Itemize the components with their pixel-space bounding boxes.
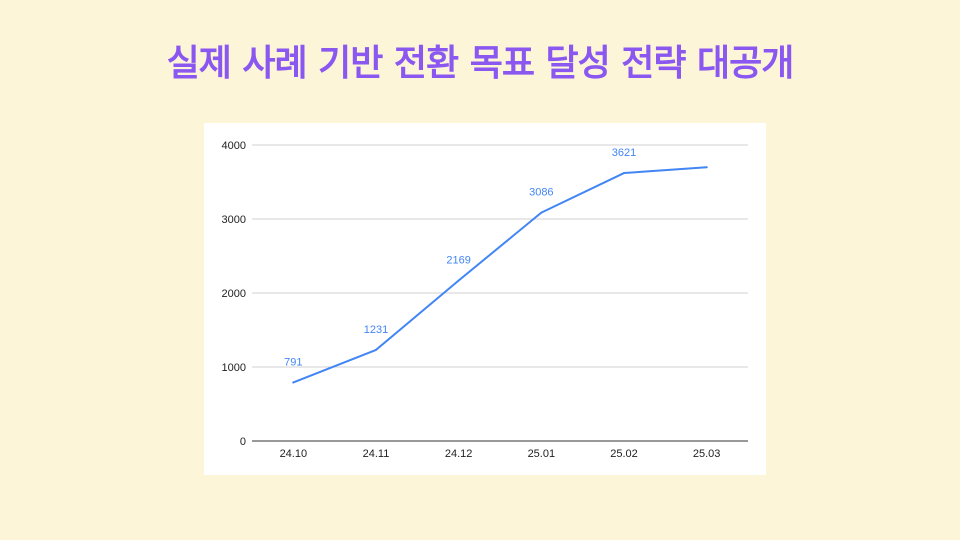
x-tick-label: 25.03 <box>693 448 721 460</box>
x-tick-label: 24.10 <box>280 448 308 460</box>
data-point <box>623 172 625 175</box>
series-line <box>292 166 708 384</box>
y-tick-label: 4000 <box>222 140 246 152</box>
y-tick-label: 2000 <box>222 288 246 300</box>
x-tick-label: 25.01 <box>528 448 556 460</box>
data-label: 791 <box>284 356 302 368</box>
data-point <box>375 348 377 351</box>
data-label: 3621 <box>612 147 636 159</box>
data-label: 1231 <box>364 324 388 336</box>
data-point <box>292 381 295 384</box>
series <box>292 166 708 384</box>
x-tick-label: 25.02 <box>610 448 638 460</box>
x-tick-label: 24.11 <box>363 448 390 460</box>
gridlines <box>252 144 748 368</box>
data-point <box>540 211 543 214</box>
x-tick-label: 24.12 <box>445 448 473 460</box>
data-label: 2169 <box>446 254 470 266</box>
data-point <box>457 279 460 282</box>
y-axis-ticks: 0 1000 2000 3000 4000 <box>222 140 246 448</box>
line-chart: 0 1000 2000 3000 4000 24.10 24.11 24.12 25.01 25… <box>222 140 748 460</box>
slide-title: 실제 사례 기반 전환 목표 달성 전략 대공개 <box>166 43 795 84</box>
data-labels: 791 1231 2169 3086 3621 <box>284 147 636 368</box>
y-tick-label: 3000 <box>222 214 246 226</box>
y-tick-label: 0 <box>240 436 246 448</box>
data-label: 3086 <box>529 187 553 199</box>
x-axis-ticks: 24.10 24.11 24.12 25.01 25.02 25.03 <box>280 448 721 460</box>
y-tick-label: 1000 <box>222 362 246 374</box>
data-point <box>705 166 708 169</box>
chart-card: 0 1000 2000 3000 4000 24.10 24.11 24.12 25.01 25… <box>204 123 766 475</box>
